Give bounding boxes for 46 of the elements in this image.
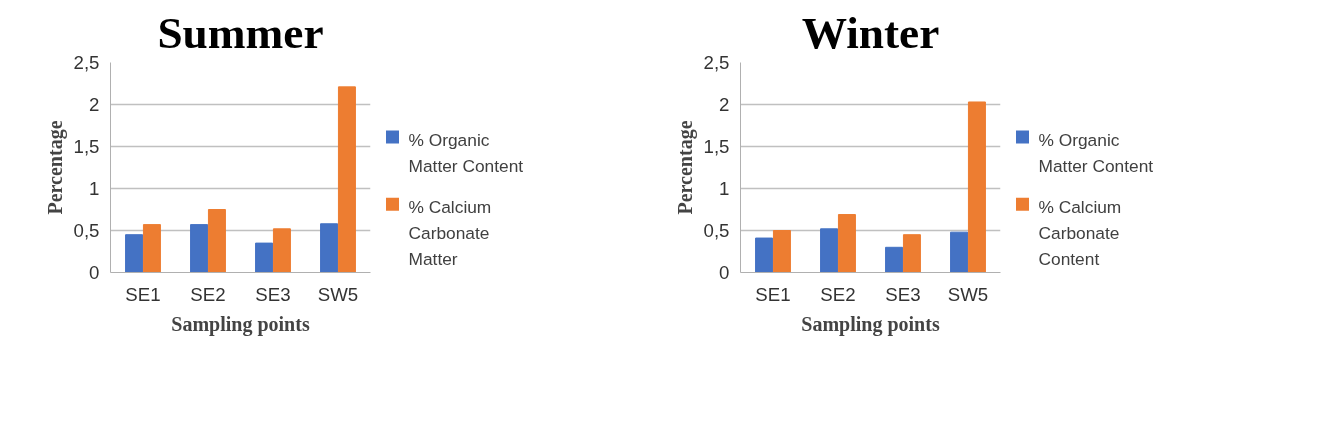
bar: [837, 214, 856, 273]
legend-label: % Organic Matter Content: [1038, 129, 1154, 176]
y-tick-label: 2: [89, 94, 100, 115]
y-tick-label: 0: [719, 262, 730, 283]
bar: [337, 86, 356, 273]
chart-title: Summer: [157, 7, 324, 58]
y-tick-label: 1: [89, 178, 100, 199]
y-tick-label: 0,5: [73, 220, 100, 241]
bar: [885, 246, 904, 273]
y-tick-label: 1,5: [73, 136, 100, 157]
x-tick-label: SE2: [820, 283, 856, 305]
bar: [820, 228, 839, 273]
bar: [950, 231, 969, 273]
x-tick-label: SE3: [885, 283, 921, 305]
x-tick-label: SW5: [947, 283, 989, 305]
y-tick-label: 2: [719, 94, 730, 115]
x-axis-title: Sampling points: [801, 312, 940, 336]
bar: [320, 223, 339, 273]
x-tick-label: SW5: [317, 283, 359, 305]
y-tick-label: 0: [89, 262, 100, 283]
bar: [967, 101, 986, 273]
bar: [902, 234, 921, 273]
x-tick-label: SE2: [190, 283, 226, 305]
y-axis-title: Percentage: [673, 120, 697, 215]
y-tick-label: 0,5: [703, 220, 730, 241]
y-tick-label: 1: [719, 178, 730, 199]
x-axis-title: Sampling points: [171, 312, 310, 336]
y-axis-title: Percentage: [43, 120, 67, 215]
legend-label: % Calcium Carbonate Content: [1038, 197, 1122, 270]
bar: [125, 234, 144, 273]
bar: [142, 224, 161, 273]
y-tick-label: 2,5: [73, 52, 100, 73]
x-tick-label: SE3: [255, 283, 291, 305]
legend-label: % Calcium Carbonate Matter: [408, 197, 492, 270]
x-tick-label: SE1: [125, 283, 161, 305]
bar: [207, 209, 226, 273]
legend-label: % Organic Matter Content: [408, 129, 524, 176]
bar: [755, 237, 774, 273]
bar: [255, 242, 274, 273]
bar: [272, 228, 291, 273]
bar: [772, 230, 791, 273]
bar: [190, 224, 209, 273]
y-tick-label: 1,5: [703, 136, 730, 157]
chart-title: Winter: [801, 7, 940, 58]
y-tick-label: 2,5: [703, 52, 730, 73]
x-tick-label: SE1: [755, 283, 791, 305]
